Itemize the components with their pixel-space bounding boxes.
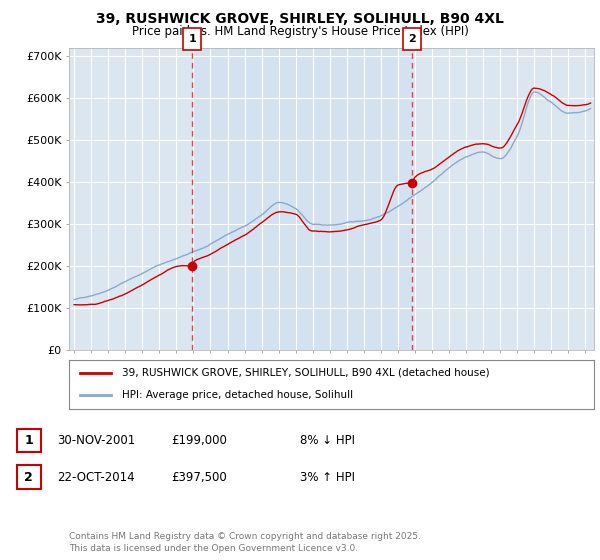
Text: 8% ↓ HPI: 8% ↓ HPI [300, 434, 355, 447]
Text: 1: 1 [188, 34, 196, 44]
Text: 3% ↑ HPI: 3% ↑ HPI [300, 470, 355, 484]
Text: 22-OCT-2014: 22-OCT-2014 [57, 470, 134, 484]
Text: 39, RUSHWICK GROVE, SHIRLEY, SOLIHULL, B90 4XL (detached house): 39, RUSHWICK GROVE, SHIRLEY, SOLIHULL, B… [121, 368, 489, 378]
Text: £199,000: £199,000 [171, 434, 227, 447]
Text: 39, RUSHWICK GROVE, SHIRLEY, SOLIHULL, B90 4XL: 39, RUSHWICK GROVE, SHIRLEY, SOLIHULL, B… [96, 12, 504, 26]
Bar [192, 48, 412, 350]
Text: Contains HM Land Registry data © Crown copyright and database right 2025.
This d: Contains HM Land Registry data © Crown c… [69, 533, 421, 553]
Text: £397,500: £397,500 [171, 470, 227, 484]
Text: 30-NOV-2001: 30-NOV-2001 [57, 434, 135, 447]
Text: 2: 2 [408, 34, 416, 44]
Text: HPI: Average price, detached house, Solihull: HPI: Average price, detached house, Soli… [121, 390, 353, 400]
Text: 2: 2 [25, 470, 33, 484]
Text: 1: 1 [25, 434, 33, 447]
Text: Price paid vs. HM Land Registry's House Price Index (HPI): Price paid vs. HM Land Registry's House … [131, 25, 469, 38]
